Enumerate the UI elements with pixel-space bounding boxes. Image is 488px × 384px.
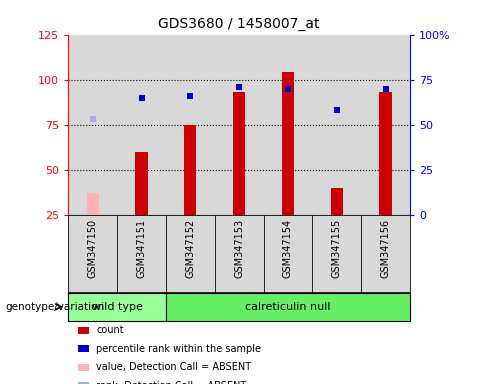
Bar [380, 92, 391, 215]
Point [186, 93, 194, 99]
Text: percentile rank within the sample: percentile rank within the sample [96, 344, 261, 354]
Text: GSM347150: GSM347150 [88, 219, 98, 278]
Bar [87, 194, 99, 215]
Title: GDS3680 / 1458007_at: GDS3680 / 1458007_at [159, 17, 320, 31]
Bar [330, 188, 343, 215]
Bar [312, 35, 361, 215]
Text: wild type: wild type [92, 302, 142, 312]
Bar [117, 35, 166, 215]
Point [138, 95, 145, 101]
Point [333, 107, 341, 113]
Bar [361, 35, 410, 215]
Point [382, 86, 389, 92]
Point [235, 84, 243, 90]
Bar [135, 152, 147, 215]
Text: GSM347154: GSM347154 [283, 219, 293, 278]
Text: GSM347155: GSM347155 [332, 219, 342, 278]
Point [89, 116, 97, 122]
Bar [264, 35, 312, 215]
Bar [233, 92, 245, 215]
Bar [166, 35, 215, 215]
Text: GSM347156: GSM347156 [381, 219, 390, 278]
Bar [184, 125, 196, 215]
Bar [215, 35, 264, 215]
Text: GSM347151: GSM347151 [137, 219, 146, 278]
Point [284, 86, 292, 92]
Text: GSM347152: GSM347152 [185, 219, 195, 278]
Text: rank, Detection Call = ABSENT: rank, Detection Call = ABSENT [96, 381, 246, 384]
Text: GSM347153: GSM347153 [234, 219, 244, 278]
Text: count: count [96, 325, 124, 335]
Bar [68, 35, 117, 215]
Bar [282, 73, 294, 215]
Text: value, Detection Call = ABSENT: value, Detection Call = ABSENT [96, 362, 251, 372]
Text: genotype/variation: genotype/variation [5, 302, 104, 312]
Text: calreticulin null: calreticulin null [245, 302, 331, 312]
